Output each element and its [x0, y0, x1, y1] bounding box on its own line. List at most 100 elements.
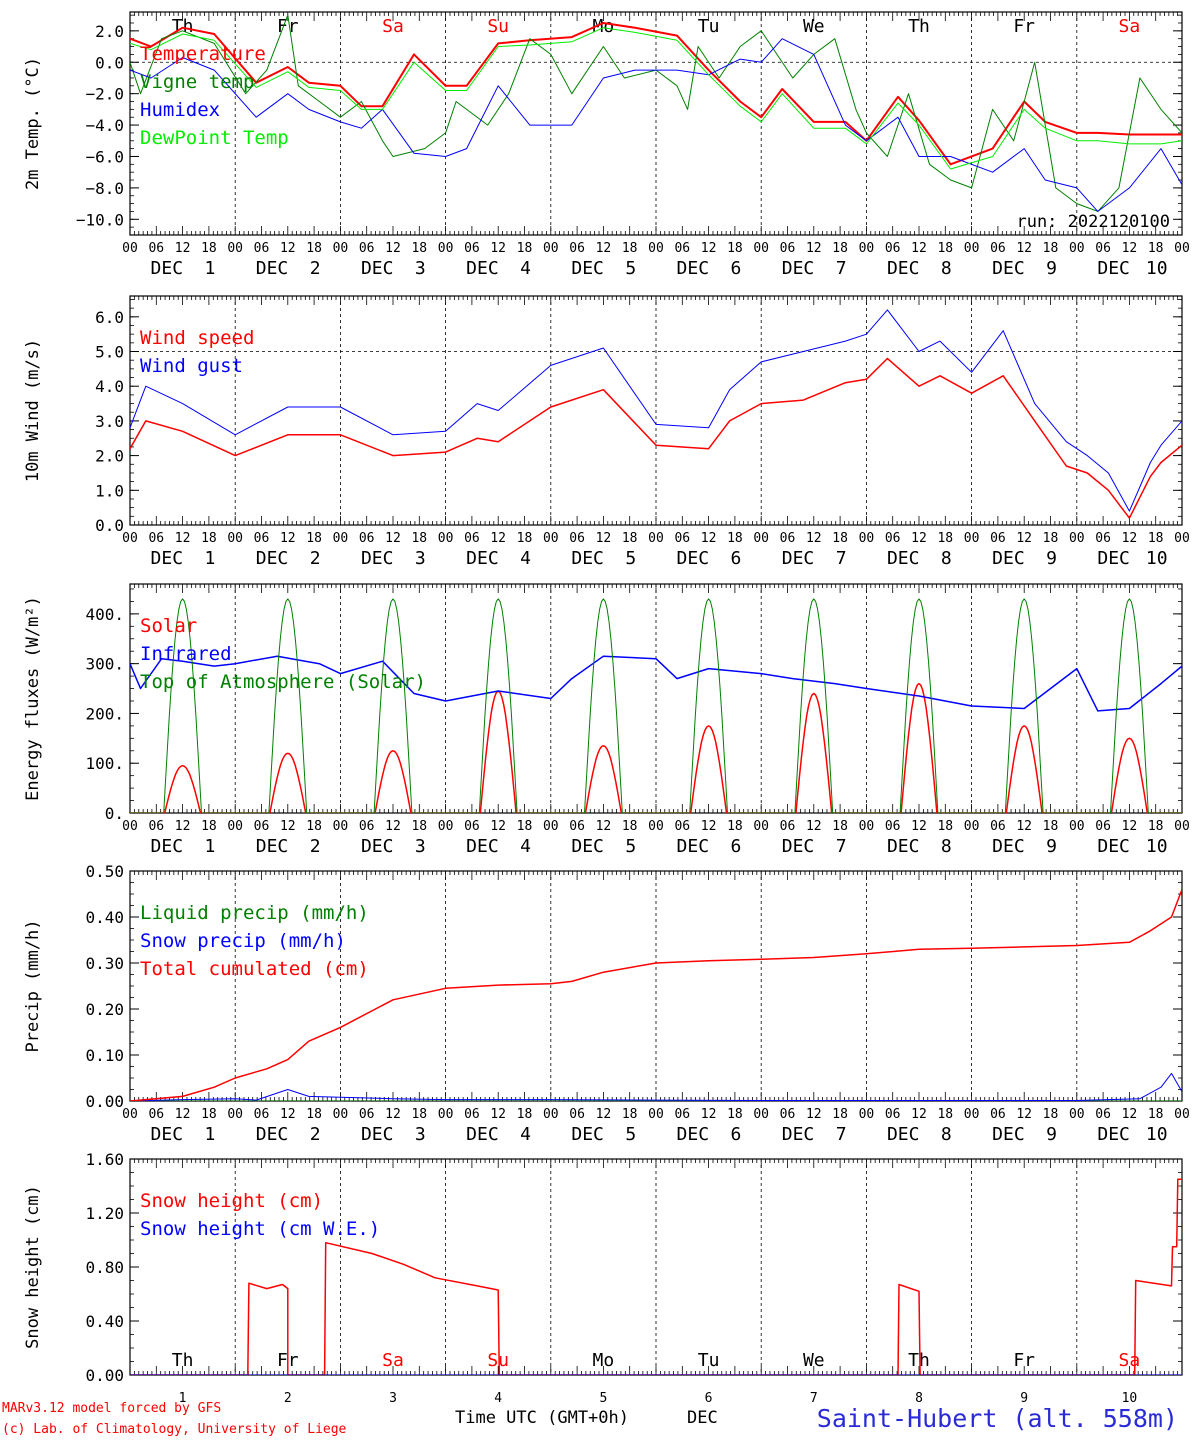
date-day-label: 4	[520, 1124, 531, 1145]
hour-tick-label: 06	[148, 241, 164, 256]
hour-tick-label: 12	[385, 1107, 401, 1122]
legend-entry: Wind speed	[140, 327, 254, 349]
hour-tick-label: 06	[780, 531, 796, 546]
hour-tick-label: 06	[990, 819, 1006, 834]
date-month-label: DEC	[782, 258, 815, 279]
y-tick-label: 0.30	[85, 954, 124, 973]
hour-tick-label: 12	[596, 531, 612, 546]
date-month-label: DEC	[571, 1124, 604, 1145]
date-day-label: 7	[836, 548, 847, 569]
date-day-label: 10	[1122, 1391, 1138, 1406]
day-name-label: Mo	[593, 16, 615, 37]
date-month-label: DEC	[571, 258, 604, 279]
hour-tick-label: 00	[333, 1107, 349, 1122]
series-line-vigne-temp	[130, 14, 1182, 212]
y-tick-label: 3.0	[95, 412, 124, 431]
date-day-label: 3	[415, 548, 426, 569]
y-tick-label: −4.0	[85, 116, 124, 135]
hour-tick-label: 12	[280, 531, 296, 546]
series-line-top-of-atmosphere-solar-	[130, 598, 1182, 813]
hour-tick-label: 18	[1148, 241, 1164, 256]
y-tick-label: 300.	[85, 655, 124, 674]
chart-panel-1: 2.0 0.0 −2.0 −4.0 −6.0 −8.0 −10.0 2m Temp. (°C)…	[23, 11, 1190, 279]
y-tick-label: 0.00	[85, 1092, 124, 1111]
date-day-label: 6	[731, 258, 742, 279]
y-tick-label: 0.50	[85, 862, 124, 881]
hour-tick-label: 06	[885, 531, 901, 546]
y-tick-label: 0.00	[85, 1366, 124, 1385]
hour-tick-label: 06	[674, 531, 690, 546]
hour-tick-label: 18	[832, 1107, 848, 1122]
date-month-label: DEC	[992, 548, 1025, 569]
hour-tick-label: 12	[701, 819, 717, 834]
hour-tick-label: 06	[464, 1107, 480, 1122]
hour-tick-label: 06	[569, 531, 585, 546]
hour-tick-label: 18	[832, 531, 848, 546]
date-day-label: 2	[310, 836, 321, 857]
hour-tick-label: 18	[201, 241, 217, 256]
day-name-label: Su	[487, 16, 509, 37]
hour-tick-label: 18	[727, 1107, 743, 1122]
date-month-label: DEC	[677, 548, 710, 569]
legend-entry: Vigne temp	[140, 71, 254, 93]
hour-tick-label: 18	[411, 819, 427, 834]
date-day-label: 7	[836, 258, 847, 279]
date-day-label: 2	[310, 1124, 321, 1145]
y-tick-label: 4.0	[95, 377, 124, 396]
hour-tick-label: 06	[990, 1107, 1006, 1122]
hour-tick-label: 00	[543, 531, 559, 546]
hour-tick-label: 18	[1043, 819, 1059, 834]
date-month-label: DEC	[361, 548, 394, 569]
date-month-label: DEC	[887, 548, 920, 569]
hour-tick-label: 12	[911, 241, 927, 256]
hour-tick-label: 06	[569, 819, 585, 834]
hour-tick-label: 00	[438, 819, 454, 834]
hour-tick-label: 18	[1043, 531, 1059, 546]
hour-tick-label: 06	[1095, 819, 1111, 834]
hour-tick-label: 06	[148, 531, 164, 546]
y-tick-label: 5.0	[95, 343, 124, 362]
date-day-label: 3	[389, 1391, 397, 1406]
hour-tick-label: 06	[990, 531, 1006, 546]
date-month-label: DEC	[1097, 258, 1130, 279]
y-tick-label: 100.	[85, 754, 124, 773]
hour-tick-label: 18	[622, 531, 638, 546]
y-tick-label: −6.0	[85, 147, 124, 166]
hour-tick-label: 12	[175, 819, 191, 834]
y-tick-label: 1.60	[85, 1150, 124, 1169]
y-tick-label: −10.0	[76, 210, 124, 229]
day-name-label: We	[803, 16, 825, 37]
hour-tick-label: 12	[385, 531, 401, 546]
hour-tick-label: 18	[306, 241, 322, 256]
hour-tick-label: 12	[806, 819, 822, 834]
hour-tick-label: 00	[122, 819, 138, 834]
plot-frame	[129, 11, 1183, 236]
hour-tick-label: 12	[1122, 819, 1138, 834]
hour-tick-label: 06	[254, 1107, 270, 1122]
hour-tick-label: 12	[1122, 241, 1138, 256]
hour-tick-label: 06	[148, 819, 164, 834]
series-line-wind-speed	[130, 357, 1182, 519]
hour-tick-label: 12	[385, 241, 401, 256]
date-day-label: 10	[1146, 1124, 1168, 1145]
day-name-label: Sa	[382, 1350, 404, 1371]
hour-tick-label: 00	[1174, 531, 1190, 546]
hour-tick-label: 00	[1069, 1107, 1085, 1122]
hour-tick-label: 00	[648, 1107, 664, 1122]
y-tick-label: 6.0	[95, 308, 124, 327]
date-day-label: 5	[625, 1124, 636, 1145]
hour-tick-label: 00	[438, 531, 454, 546]
hour-tick-label: 06	[148, 1107, 164, 1122]
hour-tick-label: 00	[964, 241, 980, 256]
hour-tick-label: 12	[175, 531, 191, 546]
hour-tick-label: 12	[596, 819, 612, 834]
hour-tick-label: 06	[569, 241, 585, 256]
hour-tick-label: 18	[306, 1107, 322, 1122]
hour-tick-label: 00	[1069, 531, 1085, 546]
date-day-label: 10	[1146, 548, 1168, 569]
hour-tick-label: 18	[201, 819, 217, 834]
date-month-label: DEC	[256, 1124, 289, 1145]
hour-tick-label: 18	[306, 819, 322, 834]
hour-tick-label: 18	[517, 819, 533, 834]
chart-panel-3: 0. 100. 200. 300. 400. Energy fluxes (W/m²) 00…	[23, 583, 1190, 857]
